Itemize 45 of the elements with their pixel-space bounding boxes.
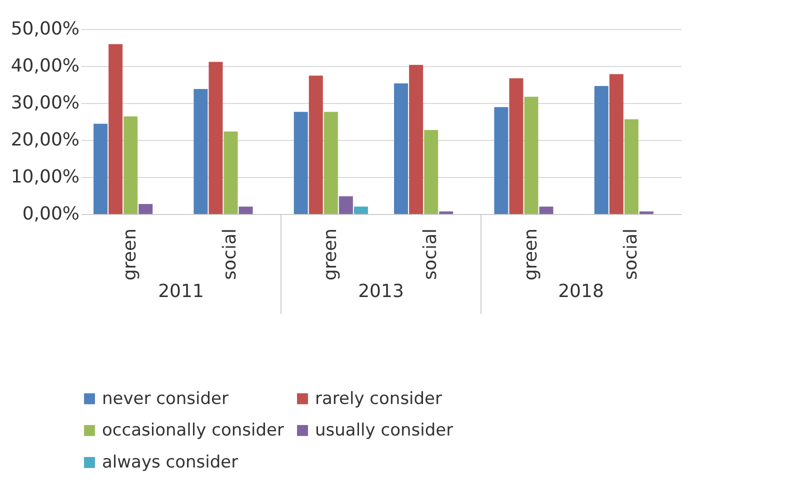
- text: 2018: [558, 281, 604, 302]
- bar: [509, 78, 524, 214]
- bar: [539, 206, 554, 214]
- bar: [609, 74, 624, 214]
- legend-label: rarely consider: [315, 388, 442, 409]
- bar: [124, 116, 138, 214]
- bar: [194, 88, 208, 214]
- bar: [524, 96, 538, 214]
- y-tick-label: 10,00%: [10, 166, 80, 188]
- y-tick-label: 30,00%: [10, 92, 80, 114]
- bar: [294, 112, 308, 214]
- bar: [494, 107, 508, 214]
- bar: [409, 64, 424, 214]
- bar: [354, 206, 368, 214]
- bar: [224, 131, 238, 214]
- legend-label: occasionally consider: [102, 420, 284, 440]
- bar: [594, 86, 608, 214]
- y-tick-label: 40,00%: [10, 56, 80, 76]
- x-tick-label: green: [520, 228, 542, 280]
- bar: [424, 130, 438, 214]
- x-tick-label: green: [120, 228, 141, 280]
- bar: [639, 211, 654, 214]
- legend-label: usually consider: [315, 420, 454, 440]
- legend-label: always consider: [102, 452, 238, 472]
- x-tick-label: social: [620, 228, 642, 280]
- legend-label: never consider: [102, 388, 228, 409]
- text: 2013: [358, 281, 404, 302]
- x-tick-label: green: [320, 228, 341, 280]
- bar: [108, 44, 123, 214]
- bar: [138, 204, 153, 214]
- y-tick-label: 20,00%: [10, 130, 80, 150]
- text: 2011: [158, 281, 204, 302]
- bar: [394, 83, 408, 214]
- bar: [238, 206, 253, 214]
- y-tick-label: 50,00%: [10, 18, 80, 40]
- y-tick-label: 0,00%: [22, 204, 80, 224]
- bar: [439, 211, 454, 214]
- bar: [624, 119, 638, 214]
- bar: [338, 196, 353, 214]
- x-tick-label: social: [220, 228, 241, 280]
- bar: [208, 62, 223, 214]
- bar: [308, 76, 323, 214]
- bar: [94, 124, 108, 214]
- x-tick-label: social: [420, 228, 442, 280]
- bar: [324, 112, 338, 214]
